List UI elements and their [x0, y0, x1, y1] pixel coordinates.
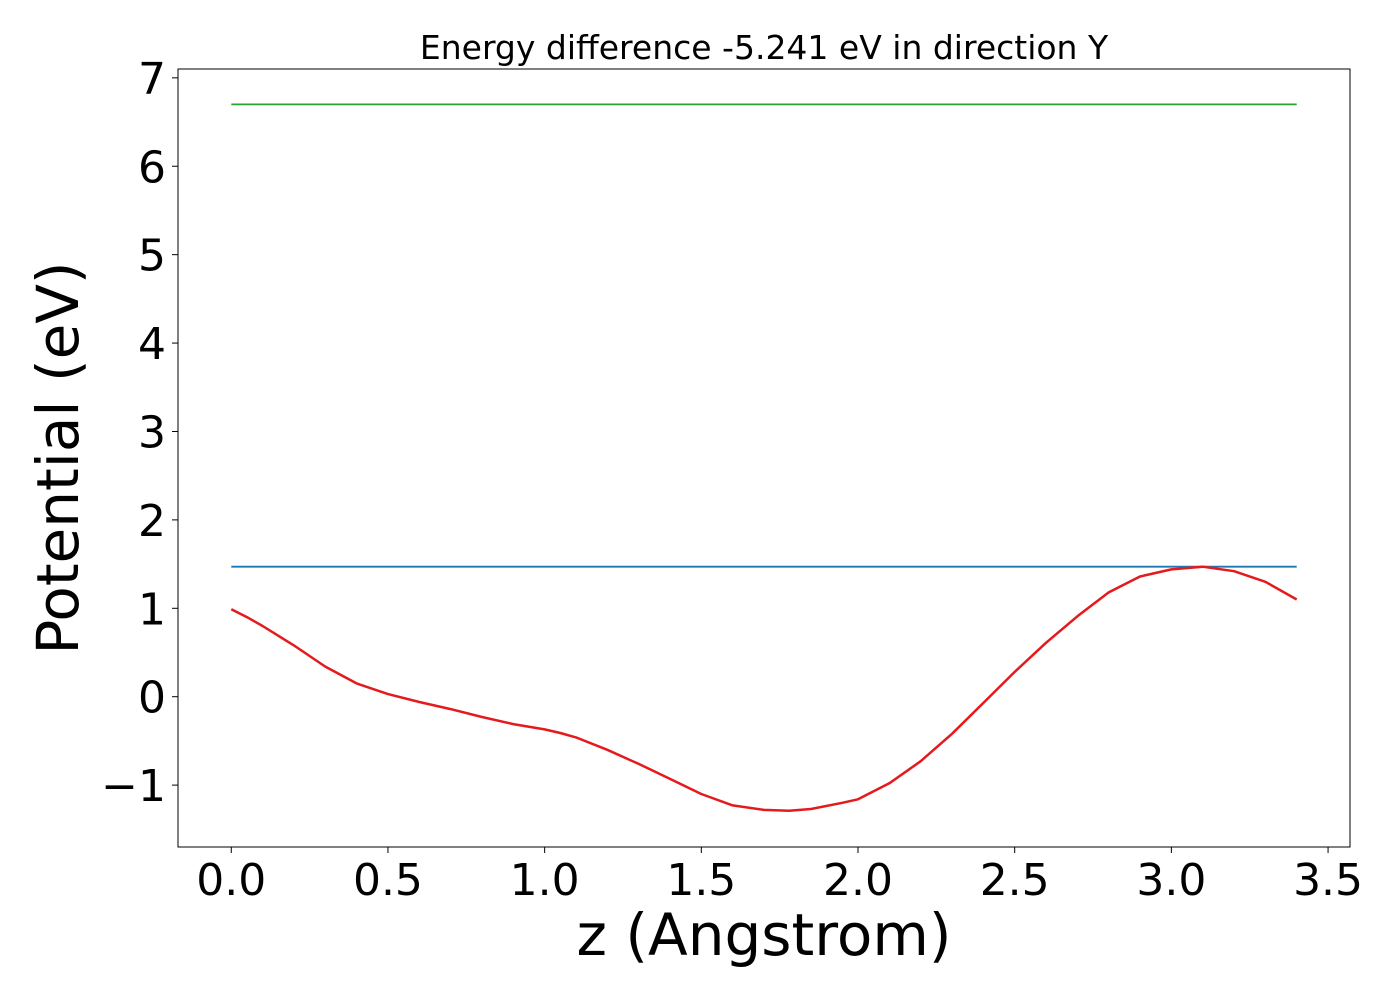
- y-tick-label: 5: [138, 231, 166, 282]
- series-layer: [230, 103, 1298, 813]
- x-tick-label: 3.5: [1293, 855, 1363, 906]
- y-tick-label: 0: [138, 673, 166, 724]
- y-tick-label: 4: [138, 319, 166, 370]
- plot-area: [177, 68, 1351, 848]
- y-tick-label: 7: [138, 54, 166, 105]
- chart-title: Energy difference -5.241 eV in direction…: [420, 28, 1109, 67]
- y-axis: −1 0 1 2 3 4 5 6 7: [101, 54, 178, 812]
- y-tick-label: 2: [138, 496, 166, 547]
- axes-frame: [177, 68, 1351, 848]
- series-line-3: [230, 565, 1298, 813]
- y-axis-label: Potential (eV): [24, 261, 92, 654]
- y-tick-label: 1: [138, 584, 166, 635]
- x-tick-label: 1.0: [510, 855, 580, 906]
- x-axis-label: z (Angstrom): [577, 901, 952, 969]
- x-axis: 0.0 0.5 1.0 1.5 2.0 2.5 3.0 3.5: [196, 847, 1363, 906]
- x-tick-label: 2.0: [823, 855, 893, 906]
- x-tick-label: 0.0: [196, 855, 266, 906]
- y-tick-label: 3: [138, 407, 166, 458]
- y-tick-label: −1: [101, 761, 166, 812]
- x-tick-label: 1.5: [666, 855, 736, 906]
- x-tick-label: 0.5: [353, 855, 423, 906]
- x-tick-label: 2.5: [980, 855, 1050, 906]
- y-tick-label: 6: [138, 142, 166, 193]
- x-tick-label: 3.0: [1136, 855, 1206, 906]
